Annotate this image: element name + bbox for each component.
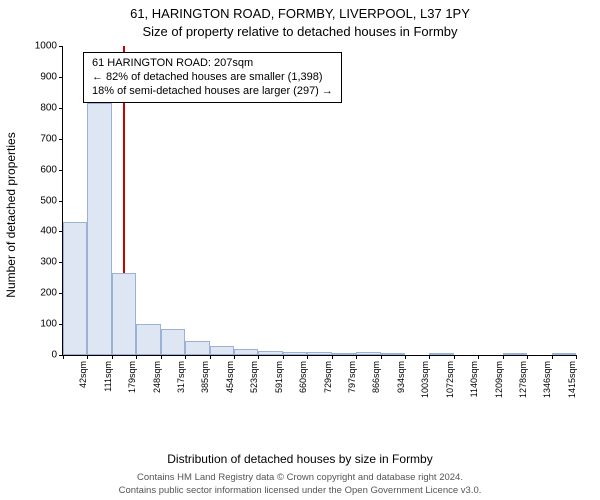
histogram-bar: [429, 353, 453, 355]
x-tick-label: 1209sqm: [494, 361, 504, 411]
x-tick-label: 317sqm: [176, 361, 186, 411]
x-tick-label: 866sqm: [371, 361, 381, 411]
attribution-line1: Contains HM Land Registry data © Crown c…: [0, 472, 600, 484]
chart-title-line1: 61, HARINGTON ROAD, FORMBY, LIVERPOOL, L…: [0, 6, 600, 21]
attribution: Contains HM Land Registry data © Crown c…: [0, 472, 600, 497]
y-tick-label: 1000: [27, 41, 57, 52]
annotation-line3: 18% of semi-detached houses are larger (…: [92, 85, 333, 99]
x-tick-label: 454sqm: [225, 361, 235, 411]
histogram-bar: [258, 351, 282, 355]
x-axis-label: Distribution of detached houses by size …: [0, 452, 600, 466]
annotation-line1: 61 HARINGTON ROAD: 207sqm: [92, 57, 333, 71]
x-tick-label: 1415sqm: [567, 361, 577, 411]
y-tick-label: 200: [27, 288, 57, 299]
y-tick-label: 800: [27, 102, 57, 113]
y-tick-label: 600: [27, 164, 57, 175]
y-tick-label: 100: [27, 319, 57, 330]
y-tick-label: 500: [27, 195, 57, 206]
chart-plot-area: 61 HARINGTON ROAD: 207sqm ← 82% of detac…: [62, 46, 576, 356]
attribution-line2: Contains public sector information licen…: [0, 485, 600, 497]
x-tick-label: 1140sqm: [469, 361, 479, 411]
y-tick-label: 300: [27, 257, 57, 268]
chart-title-line2: Size of property relative to detached ho…: [0, 24, 600, 39]
x-tick-label: 591sqm: [274, 361, 284, 411]
histogram-bar: [161, 329, 185, 355]
histogram-bar: [332, 353, 356, 355]
x-tick-label: 248sqm: [152, 361, 162, 411]
x-tick-label: 1278sqm: [518, 361, 528, 411]
x-tick-label: 1072sqm: [445, 361, 455, 411]
x-tick-label: 385sqm: [200, 361, 210, 411]
histogram-bar: [552, 353, 576, 355]
x-tick-label: 934sqm: [396, 361, 406, 411]
x-tick-label: 797sqm: [347, 361, 357, 411]
histogram-bar: [63, 222, 87, 355]
x-tick-label: 523sqm: [249, 361, 259, 411]
x-tick-label: 42sqm: [78, 361, 88, 411]
histogram-bar: [307, 352, 331, 355]
x-tick-label: 179sqm: [127, 361, 137, 411]
histogram-bar: [381, 353, 405, 355]
annotation-line2: ← 82% of detached houses are smaller (1,…: [92, 71, 333, 85]
histogram-bar: [503, 353, 527, 355]
histogram-bar: [87, 103, 111, 355]
annotation-box: 61 HARINGTON ROAD: 207sqm ← 82% of detac…: [83, 52, 342, 103]
histogram-bar: [283, 352, 307, 355]
y-tick-label: 0: [27, 350, 57, 361]
x-tick-label: 1003sqm: [420, 361, 430, 411]
x-tick-label: 1346sqm: [542, 361, 552, 411]
histogram-bar: [112, 273, 136, 355]
x-tick-label: 660sqm: [298, 361, 308, 411]
y-tick-label: 700: [27, 133, 57, 144]
histogram-bar: [234, 349, 258, 355]
x-tick-label: 729sqm: [323, 361, 333, 411]
y-axis-label: Number of detached properties: [4, 0, 18, 430]
histogram-bar: [210, 346, 234, 355]
histogram-bar: [136, 324, 160, 355]
y-tick-label: 900: [27, 71, 57, 82]
histogram-bar: [185, 341, 209, 355]
y-tick-label: 400: [27, 226, 57, 237]
histogram-bar: [356, 352, 380, 355]
x-tick-label: 111sqm: [103, 361, 113, 411]
